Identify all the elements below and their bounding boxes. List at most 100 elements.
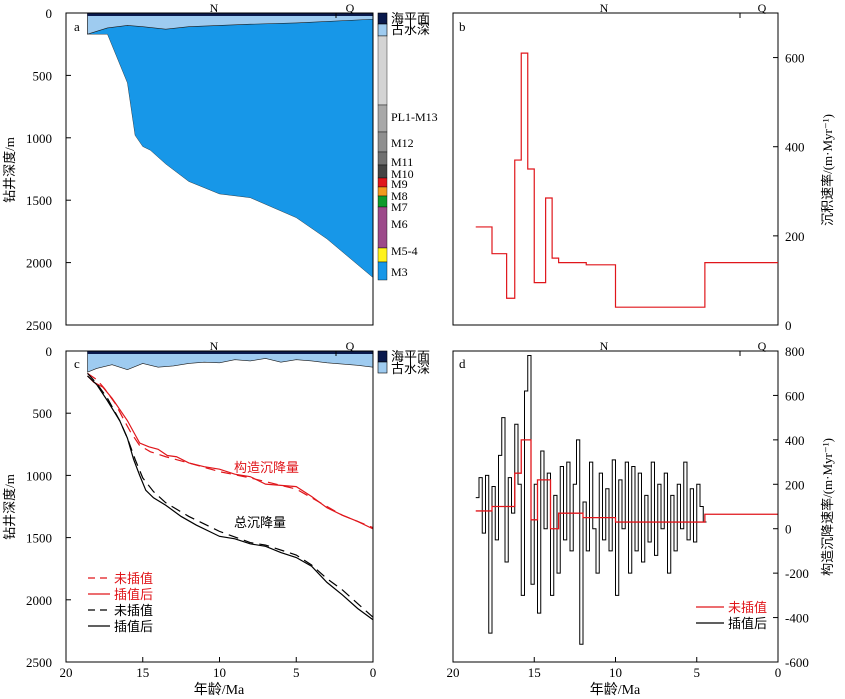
legend-label-M11: M11 <box>391 155 413 169</box>
legend-paleo-depth-label: 古水深 <box>391 361 430 376</box>
tect-rate-axis-title: 构造沉降速率/(m·Myr⁻¹) <box>820 438 835 576</box>
d-ytick-label-200: 200 <box>785 477 805 492</box>
period-n-label-a: N <box>210 1 219 15</box>
legend-red-dash-label: 未插值 <box>114 571 153 586</box>
legend-label-M8: M8 <box>391 189 408 203</box>
legend-swatch-M12 <box>377 104 388 133</box>
panel-d-label: d <box>459 356 466 371</box>
d-ytick-label--200: -200 <box>785 566 809 581</box>
period-q-label-a: Q <box>346 1 355 15</box>
d-xtick-label-15: 15 <box>528 665 541 680</box>
c-xtick-label-0: 0 <box>370 665 377 680</box>
sea-level-band-c <box>87 351 373 354</box>
a-ytick-label-1000: 1000 <box>26 131 52 146</box>
paleo-water-area-c <box>87 351 373 373</box>
period-n-label-d: N <box>600 339 609 353</box>
legend-d-black-label: 插值后 <box>728 616 767 631</box>
legend-paleo-depth-swatch <box>377 361 388 374</box>
layer-M3 <box>87 13 373 278</box>
panel-c: 0 500 1000 1500 2000 2500 20 15 10 5 0 c N Q 构造沉降… <box>2 339 430 698</box>
panel-c-water-legend: 海平面 古水深 <box>377 349 430 376</box>
age-axis-title-d: 年龄/Ma <box>590 682 641 698</box>
panel-b-frame <box>452 12 779 326</box>
legend-label-M10: M10 <box>391 167 414 181</box>
total-subsidence-annotation: 总沉降量 <box>234 515 286 530</box>
legend-paleo-depth-swatch <box>377 23 388 37</box>
a-ytick-label-500: 500 <box>33 68 53 83</box>
legend-label-M3: M3 <box>391 265 408 279</box>
d-ytick-label--400: -400 <box>785 611 809 626</box>
legend-label-M6: M6 <box>391 217 408 231</box>
sed-rate-line <box>475 52 778 308</box>
legend-label-M7: M7 <box>391 200 408 214</box>
legend-swatch-M8 <box>377 177 388 188</box>
legend-swatch-M3 <box>377 261 388 281</box>
panel-d-legend: 未插值 插值后 <box>696 600 767 631</box>
c-xtick-label-5: 5 <box>293 665 300 680</box>
d-ytick-label--600: -600 <box>785 655 809 670</box>
legend-swatch-PL1-M13 <box>377 35 388 106</box>
legend-d-red-label: 未插值 <box>728 600 767 615</box>
legend-swatch-M10 <box>377 151 388 166</box>
legend-label-PL1-M13: PL1-M13 <box>391 110 438 124</box>
panel-d: -600 -400 -200 0 200 400 600 800 20 15 10 5 0 d N Q… <box>447 339 836 698</box>
c-xtick-label-10: 10 <box>213 665 226 680</box>
b-ytick-label-400: 400 <box>785 140 805 155</box>
sea-level-band-a <box>87 13 373 16</box>
period-q-label-c: Q <box>346 339 355 353</box>
subsidence-line-3 <box>87 375 373 621</box>
legend-red-solid-label: 插值后 <box>114 587 153 602</box>
b-ytick-label-600: 600 <box>785 51 805 66</box>
legend-swatch-M9 <box>377 164 388 179</box>
d-xtick-label-0: 0 <box>775 665 782 680</box>
legend-sea-level-label: 海平面 <box>391 349 430 364</box>
a-ytick-label-0: 0 <box>46 6 53 21</box>
legend-label-M5-4: M5-4 <box>391 244 418 258</box>
d-ytick-label-800: 800 <box>785 344 805 359</box>
b-ytick-label-200: 200 <box>785 229 805 244</box>
legend-paleo-depth-label: 古水深 <box>391 22 430 37</box>
panel-a-frame <box>65 12 374 326</box>
sed-rate-axis-title: 沉积速率/(m·Myr⁻¹) <box>820 114 835 226</box>
d-ytick-label-400: 400 <box>785 433 805 448</box>
panel-b-label: b <box>459 19 466 34</box>
period-n-label-c: N <box>210 339 219 353</box>
legend-swatch-M5-4 <box>377 206 388 249</box>
legend-swatch-M11 <box>377 131 388 153</box>
subsidence-line-0 <box>87 372 373 529</box>
legend-label-M9: M9 <box>391 177 408 191</box>
a-ytick-label-2500: 2500 <box>26 318 52 333</box>
d-xtick-label-5: 5 <box>694 665 701 680</box>
c-xtick-label-15: 15 <box>136 665 149 680</box>
d-ytick-label-0: 0 <box>785 522 792 537</box>
tect-rate-line-uninterp <box>475 439 778 530</box>
b-ytick-label-0: 0 <box>785 318 792 333</box>
panel-c-label: c <box>74 356 80 371</box>
depth-axis-title-c: 钻井深度/m <box>2 474 17 540</box>
legend-sea-level-label: 海平面 <box>391 11 430 26</box>
panel-b: 0 200 400 600 b N Q 沉积速率/(m·Myr⁻¹) <box>452 1 835 333</box>
d-xtick-label-10: 10 <box>609 665 622 680</box>
legend-black-dash-label: 未插值 <box>114 603 153 618</box>
a-ytick-label-2000: 2000 <box>26 256 52 271</box>
c-ytick-label-2000: 2000 <box>26 593 52 608</box>
period-q-label-d: Q <box>758 339 767 353</box>
period-n-label-b: N <box>600 1 609 15</box>
depth-axis-title-a: 钻井深度/m <box>2 137 17 203</box>
age-axis-title-c: 年龄/Ma <box>194 682 245 698</box>
c-ytick-label-0: 0 <box>46 344 53 359</box>
panel-a-label: a <box>74 19 80 34</box>
panel-c-legend: 未插值 插值后 未插值 插值后 <box>88 571 153 634</box>
period-q-label-b: Q <box>758 1 767 15</box>
legend-swatch-M7 <box>377 186 388 197</box>
c-xtick-label-20: 20 <box>60 665 73 680</box>
paleo-water-area-a <box>87 13 373 35</box>
legend-label-M12: M12 <box>391 136 414 150</box>
legend-swatch-M6 <box>377 195 388 208</box>
tectonic-subsidence-annotation: 构造沉降量 <box>234 460 299 475</box>
c-ytick-label-1500: 1500 <box>26 531 52 546</box>
tect-rate-line-interp <box>475 354 707 645</box>
